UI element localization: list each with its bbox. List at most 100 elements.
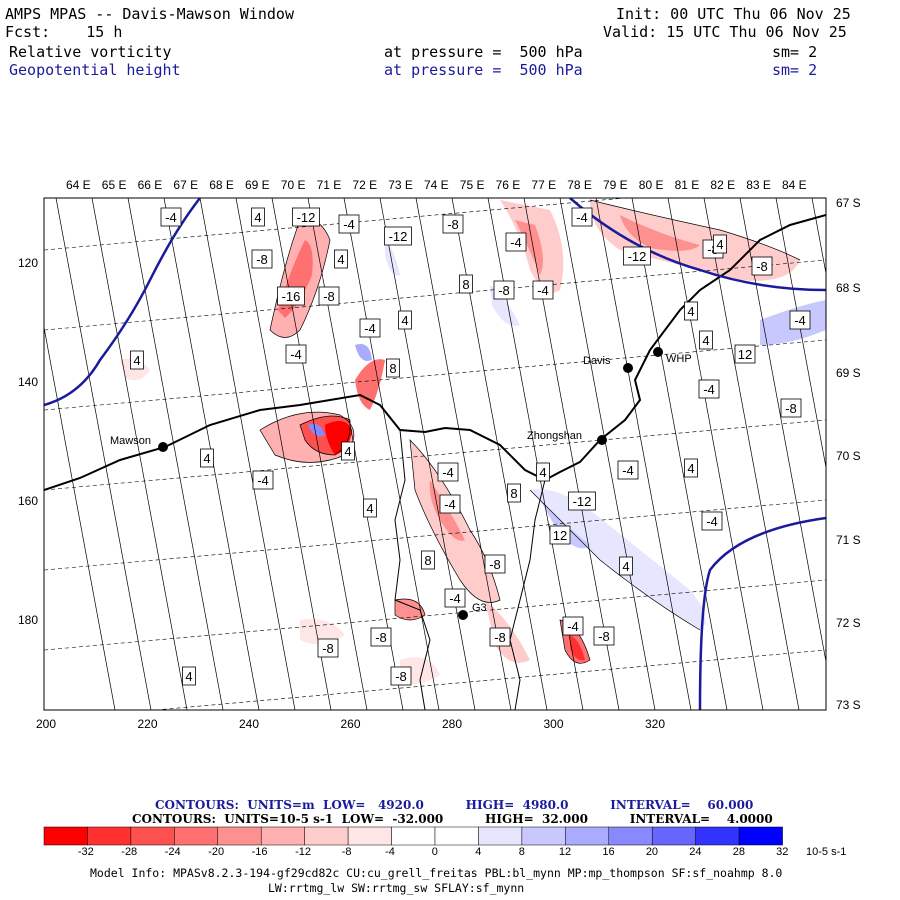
svg-text:4: 4 [401, 313, 408, 328]
contour-label: -8 [317, 638, 339, 658]
colorbar-tick-label: -32 [77, 846, 94, 858]
contour-label: -4 [532, 280, 554, 300]
colorbar-tick-label: -28 [121, 846, 138, 858]
contour-label: 4 [699, 330, 713, 350]
geopotential-contours [44, 198, 826, 710]
vorticity-contour-info: CONTOURS: UNITS=10-5 s-1 LOW= -32.000 HI… [132, 812, 773, 826]
svg-text:-12: -12 [628, 249, 647, 264]
x-tick-label: 220 [137, 717, 158, 731]
svg-text:-4: -4 [449, 591, 461, 606]
contour-label: -4 [789, 310, 811, 330]
svg-text:-8: -8 [447, 217, 459, 232]
height-contour-info: CONTOURS: UNITS=m LOW= 4920.0 HIGH= 4980… [155, 798, 754, 812]
contour-label: -4 [437, 462, 459, 482]
longitude-label: 76 E [495, 178, 521, 192]
field2-name: Geopotential height [9, 61, 181, 79]
colorbar-tick-label: -20 [208, 846, 225, 858]
colorbar-tick-label: 24 [689, 846, 702, 858]
station-mawson: Mawson [110, 435, 151, 447]
contour-label: -12 [623, 246, 651, 266]
longitude-label: 65 E [101, 178, 127, 192]
station-davis: Davis [583, 355, 611, 367]
longitude-label: 75 E [459, 178, 485, 192]
colorbar-tick-label: -24 [164, 846, 181, 858]
svg-text:4: 4 [716, 237, 723, 252]
contour-label: 4 [341, 441, 355, 461]
colorbar-tick-label: 4 [475, 846, 482, 858]
svg-text:4: 4 [185, 669, 192, 684]
colorbar-swatch [608, 826, 653, 846]
svg-text:4: 4 [337, 252, 344, 267]
contour-label: -4 [285, 344, 307, 364]
contour-label: 8 [421, 550, 435, 570]
contour-label: -4 [252, 470, 274, 490]
contour-label: -4 [701, 511, 723, 531]
colorbar-tick-label: 12 [558, 846, 572, 858]
svg-text:-16: -16 [282, 289, 301, 304]
svg-text:12: 12 [553, 528, 567, 543]
contour-label: 4 [130, 350, 144, 370]
contour-label: -8 [390, 666, 412, 686]
svg-text:-4: -4 [444, 497, 456, 512]
colorbar-swatch [260, 826, 305, 846]
model-info-line1: Model Info: MPASv8.2.3-194-gf29cd82c CU:… [90, 866, 783, 880]
svg-text:-8: -8 [323, 289, 335, 304]
colorbar-tick-label: 8 [518, 846, 525, 858]
svg-text:-4: -4 [343, 217, 355, 232]
contour-label: -8 [318, 286, 340, 306]
svg-text:12: 12 [738, 347, 752, 362]
contour-label: -4 [338, 214, 360, 234]
svg-text:4: 4 [622, 559, 629, 574]
latitude-label: 69 S [836, 366, 861, 380]
contour-label: 12 [734, 344, 756, 364]
contour-label: -8 [442, 214, 464, 234]
contour-label: 8 [459, 274, 473, 294]
station-zhongshan: Zhongshan [527, 430, 583, 442]
contour-label: 4 [713, 234, 727, 254]
longitude-label: 83 E [746, 178, 771, 192]
svg-text:-8: -8 [256, 252, 268, 267]
contour-label: -4 [698, 379, 720, 399]
latitude-label: 67 S [836, 196, 861, 210]
longitude-label: 81 E [674, 178, 700, 192]
colorbar-tick-label: -8 [341, 846, 352, 858]
contour-label: -4 [444, 588, 466, 608]
station-g3: G3 [472, 602, 487, 614]
svg-text:8: 8 [424, 553, 431, 568]
valid-time: Valid: 15 UTC Thu 06 Nov 25 [603, 23, 847, 41]
colorbar-swatch [695, 826, 740, 846]
longitude-label: 78 E [567, 178, 592, 192]
x-tick-label: 280 [442, 717, 463, 731]
svg-text:-4: -4 [703, 382, 715, 397]
longitude-label: 74 E [424, 178, 449, 192]
contour-label: -12 [292, 207, 320, 227]
contour-label: -12 [384, 226, 412, 246]
contour-label: 4 [398, 310, 412, 330]
svg-text:4: 4 [539, 465, 546, 480]
contour-label: 4 [251, 207, 265, 227]
y-tick-label: 140 [18, 375, 39, 389]
colorbar-swatch [87, 826, 132, 846]
x-tick-label: 240 [239, 717, 260, 731]
model-info-line2: LW:rrtmg_lw SW:rrtmg_sw SFLAY:sf_mynn [268, 881, 525, 895]
contour-label: -8 [484, 554, 506, 574]
latitude-label: 72 S [836, 616, 861, 630]
colorbar-tick-label: 28 [732, 846, 745, 858]
field1-level: at pressure = 500 hPa [384, 43, 583, 61]
longitude-label: 70 E [280, 178, 306, 192]
colorbar-swatch [217, 826, 262, 846]
svg-text:-8: -8 [498, 283, 510, 298]
x-tick-label: 200 [36, 717, 57, 731]
contour-label: -16 [277, 286, 305, 306]
svg-text:-8: -8 [785, 401, 797, 416]
colorbar-swatch [130, 826, 175, 846]
svg-text:-8: -8 [756, 259, 768, 274]
svg-text:-8: -8 [707, 242, 719, 257]
longitude-label: 69 E [245, 178, 270, 192]
contour-label: 12 [549, 525, 571, 545]
svg-text:4: 4 [366, 501, 373, 516]
colorbar-swatch [347, 826, 392, 846]
contour-label: 8 [386, 358, 400, 378]
svg-text:-4: -4 [576, 210, 588, 225]
